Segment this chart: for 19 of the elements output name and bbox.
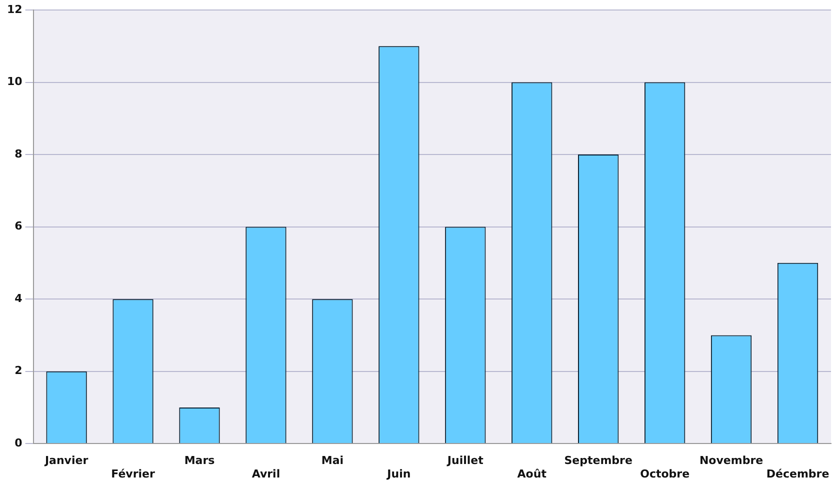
x-tick-label: Février <box>111 467 156 480</box>
y-tick-label: 12 <box>6 2 22 16</box>
y-tick-label: 2 <box>14 364 22 378</box>
x-tick-label: Septembre <box>564 454 632 468</box>
y-tick-label: 10 <box>6 75 23 88</box>
x-tick-label: Décembre <box>766 467 830 480</box>
y-tick-label: 4 <box>14 292 23 305</box>
x-tick-label: Juin <box>386 467 411 480</box>
y-tick-label: 0 <box>14 436 23 450</box>
x-tick-label: Janvier <box>44 454 89 468</box>
x-tick-label: Octobre <box>640 467 690 480</box>
y-tick-label: 6 <box>14 220 23 233</box>
x-tick-label: Juillet <box>446 454 484 468</box>
y-tick-label: 8 <box>14 147 22 160</box>
x-tick-label: Mai <box>321 454 344 468</box>
x-tick-label: Août <box>517 467 546 480</box>
x-tick-label: Mars <box>184 454 216 468</box>
x-tick-label: Novembre <box>699 454 764 468</box>
x-tick-label: Avril <box>252 467 280 480</box>
